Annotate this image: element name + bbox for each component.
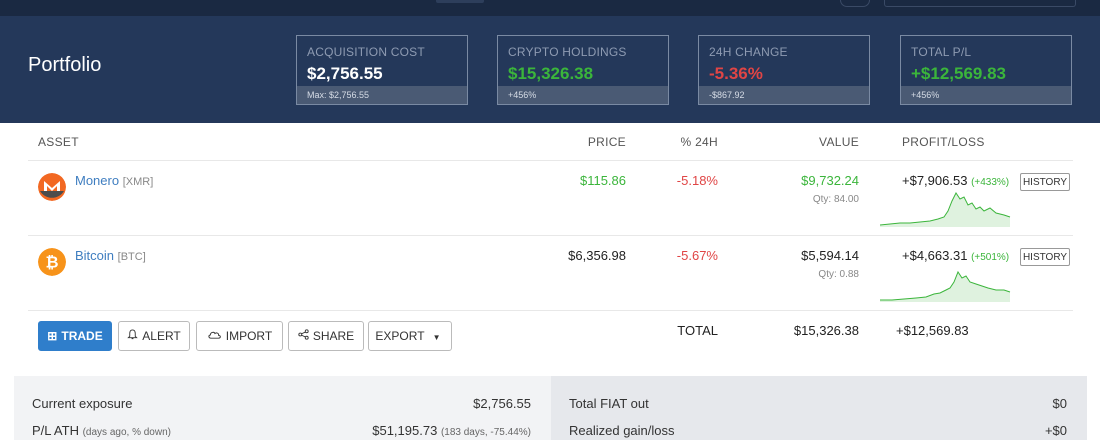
portfolio-summary: Current exposure $2,756.55 P/L ATH (days… xyxy=(14,376,1087,440)
total-label: TOTAL xyxy=(677,323,718,338)
card-label: TOTAL P/L xyxy=(911,45,972,59)
column-header-asset[interactable]: ASSET xyxy=(38,135,79,149)
card-subvalue: -$867.92 xyxy=(699,86,869,104)
asset-price: $115.86 xyxy=(579,173,626,188)
summary-value: $0 xyxy=(1052,396,1067,411)
share-icon xyxy=(298,322,309,350)
card-value: -5.36% xyxy=(709,64,763,83)
sparkline-chart xyxy=(880,270,1011,302)
caret-down-icon: ▼ xyxy=(432,333,441,342)
column-header-change[interactable]: % 24H xyxy=(680,135,718,149)
table-row: ₿ Bitcoin [BTC] $6,356.98 -5.67% $5,594.… xyxy=(28,236,1073,311)
asset-name[interactable]: Monero [XMR] xyxy=(75,173,154,188)
summary-right-panel: Total FIAT out $0 Realized gain/loss +$0 xyxy=(551,376,1087,440)
24h-change-card: 24H CHANGE -5.36% -$867.92 xyxy=(698,35,870,105)
card-subvalue: Max: $2,756.55 xyxy=(297,86,467,104)
card-subvalue: +456% xyxy=(498,86,668,104)
search-box[interactable] xyxy=(884,0,1076,7)
card-label: 24H CHANGE xyxy=(709,45,788,59)
asset-value: $5,594.14 xyxy=(801,248,859,263)
monero-icon xyxy=(38,173,66,201)
summary-label: P/L ATH (days ago, % down) xyxy=(32,423,171,438)
card-value: $2,756.55 xyxy=(307,64,383,83)
summary-value: +$0 xyxy=(1044,423,1067,438)
divider xyxy=(28,310,1073,311)
acquisition-cost-card: ACQUISITION COST $2,756.55 Max: $2,756.5… xyxy=(296,35,468,105)
top-navbar xyxy=(0,0,1100,16)
share-button[interactable]: SHARE xyxy=(288,321,364,351)
summary-value: $2,756.55 xyxy=(473,396,531,411)
summary-value: $51,195.73 (183 days, -75.44%) xyxy=(372,423,531,438)
history-button[interactable]: HISTORY xyxy=(1020,248,1070,266)
column-header-price[interactable]: PRICE xyxy=(587,135,626,149)
import-button[interactable]: IMPORT xyxy=(196,321,283,351)
total-pl-card: TOTAL P/L +$12,569.83 +456% xyxy=(900,35,1072,105)
summary-label: Realized gain/loss xyxy=(569,423,675,438)
card-label: CRYPTO HOLDINGS xyxy=(508,45,627,59)
divider xyxy=(28,235,1073,236)
asset-change: -5.18% xyxy=(676,173,718,188)
history-button[interactable]: HISTORY xyxy=(1020,173,1070,191)
asset-profit-loss: +$4,663.31 (+501%) xyxy=(902,248,1010,263)
asset-qty: Qty: 84.00 xyxy=(812,194,859,205)
alert-button[interactable]: ALERT xyxy=(118,321,190,351)
svg-text:₿: ₿ xyxy=(45,253,58,272)
card-label: ACQUISITION COST xyxy=(307,45,425,59)
asset-profit-loss: +$7,906.53 (+433%) xyxy=(902,173,1010,188)
bell-icon xyxy=(127,322,138,350)
portfolio-header: Portfolio ACQUISITION COST $2,756.55 Max… xyxy=(0,16,1100,123)
plus-box-icon: ⊞ xyxy=(47,329,58,343)
asset-qty: Qty: 0.88 xyxy=(818,269,859,280)
total-value: $15,326.38 xyxy=(793,323,859,338)
column-header-value[interactable]: VALUE xyxy=(819,135,859,149)
table-row: Monero [XMR] $115.86 -5.18% $9,732.24 Qt… xyxy=(28,161,1073,236)
asset-value: $9,732.24 xyxy=(801,173,859,188)
page-title: Portfolio xyxy=(28,54,102,76)
card-value: +$12,569.83 xyxy=(911,64,1007,83)
card-value: $15,326.38 xyxy=(508,64,594,83)
sparkline-chart xyxy=(880,192,1011,227)
asset-price: $6,356.98 xyxy=(568,248,626,263)
bitcoin-icon: ₿ xyxy=(38,248,66,276)
total-profit-loss: +$12,569.83 xyxy=(896,323,969,338)
asset-name[interactable]: Bitcoin [BTC] xyxy=(75,248,146,263)
trade-button[interactable]: ⊞ TRADE xyxy=(38,321,112,351)
summary-label: Current exposure xyxy=(32,396,133,411)
nav-tab-indicator[interactable] xyxy=(436,0,484,3)
asset-change: -5.67% xyxy=(676,248,718,263)
summary-left-panel: Current exposure $2,756.55 P/L ATH (days… xyxy=(14,376,551,440)
cloud-icon xyxy=(207,322,222,350)
divider xyxy=(28,160,1073,161)
export-dropdown[interactable]: EXPORT ▼ xyxy=(368,321,452,351)
crypto-holdings-card: CRYPTO HOLDINGS $15,326.38 +456% xyxy=(497,35,669,105)
avatar-button[interactable] xyxy=(840,0,870,7)
column-header-profit-loss[interactable]: PROFIT/LOSS xyxy=(902,135,985,149)
card-subvalue: +456% xyxy=(901,86,1071,104)
summary-label: Total FIAT out xyxy=(569,396,649,411)
